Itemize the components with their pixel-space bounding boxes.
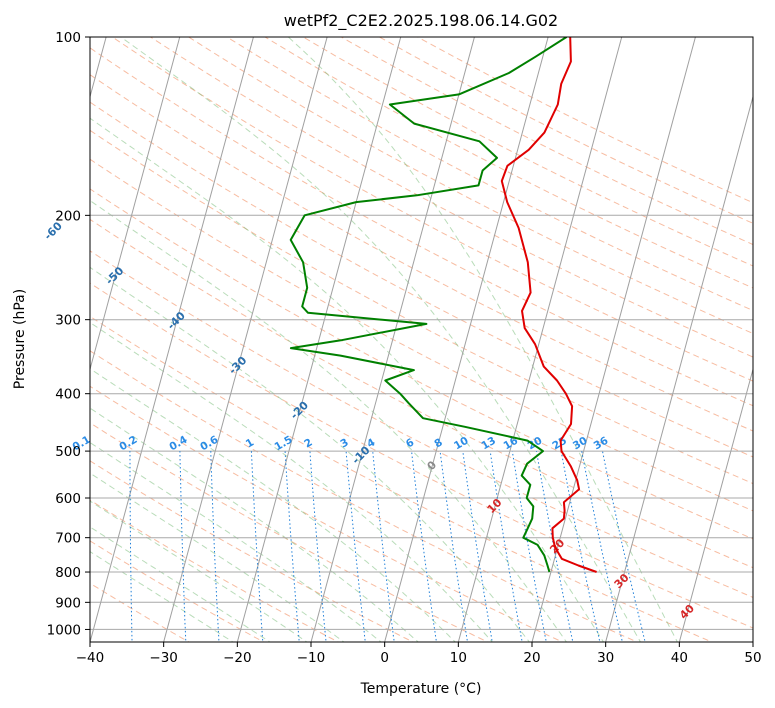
x-tick-label: −10 bbox=[297, 650, 326, 666]
x-tick-label: 10 bbox=[450, 650, 467, 666]
isotherm bbox=[236, 37, 402, 642]
dry-adiabat bbox=[90, 47, 753, 407]
mixing-ratio-line bbox=[129, 451, 133, 642]
isotherm bbox=[163, 37, 328, 642]
isotherm bbox=[678, 367, 753, 642]
mixing-ratio-line bbox=[560, 451, 601, 642]
mixing-ratio-line bbox=[179, 451, 187, 642]
mixing-ratio-line bbox=[462, 451, 493, 642]
isotherm-label: -70 bbox=[0, 174, 4, 197]
mixing-ratio-line bbox=[511, 451, 547, 642]
mixing-ratio-line bbox=[489, 451, 523, 642]
isotherm bbox=[310, 37, 475, 642]
y-tick-label: 200 bbox=[55, 208, 81, 224]
isotherm bbox=[457, 37, 623, 642]
mixing-ratio-line bbox=[581, 451, 623, 642]
dewpoint-line bbox=[289, 37, 568, 573]
profile-series bbox=[289, 37, 597, 573]
dry-adiabat bbox=[112, 37, 753, 382]
y-tick-label: 900 bbox=[55, 595, 81, 611]
y-tick-label: 500 bbox=[55, 444, 81, 460]
x-tick-label: −20 bbox=[223, 650, 252, 666]
isotherm bbox=[752, 640, 753, 642]
dry-adiabat bbox=[90, 129, 753, 485]
isotherm bbox=[90, 37, 181, 372]
plot-frame bbox=[89, 36, 754, 643]
mixing-ratio-line bbox=[602, 451, 646, 642]
y-tick-label: 1000 bbox=[47, 622, 81, 638]
y-tick-label: 700 bbox=[55, 531, 81, 547]
moist-adiabat bbox=[90, 441, 382, 642]
dry-adiabat bbox=[90, 282, 753, 629]
y-tick-label: 400 bbox=[55, 387, 81, 403]
dry-adiabat bbox=[188, 37, 753, 335]
y-axis: 100 200 300 400 500 600 700 800 900 1000 bbox=[47, 30, 90, 638]
chart-title: wetPf2_C2E2.2025.198.06.14.G02 bbox=[284, 11, 558, 31]
y-tick-label: 800 bbox=[55, 565, 81, 581]
mixing-ratio-line bbox=[536, 451, 574, 642]
mixing-ratio-line bbox=[82, 451, 83, 644]
y-axis-label: Pressure (hPa) bbox=[12, 289, 28, 389]
x-tick-label: −30 bbox=[149, 650, 178, 666]
moist-adiabat bbox=[120, 37, 642, 642]
x-axis: −40 −30 −20 −10 0 10 20 30 40 50 bbox=[76, 642, 762, 666]
temperature-line bbox=[500, 37, 597, 573]
dry-adiabat bbox=[90, 250, 753, 598]
x-tick-label: −40 bbox=[76, 650, 105, 666]
dry-adiabat bbox=[90, 158, 753, 512]
dry-adiabat bbox=[90, 218, 753, 569]
dry-adiabat bbox=[226, 37, 753, 312]
y-tick-label: 600 bbox=[55, 491, 81, 507]
isotherm bbox=[384, 37, 549, 642]
plot-background bbox=[90, 37, 753, 642]
x-tick-label: 50 bbox=[744, 650, 761, 666]
y-tick-label: 100 bbox=[55, 30, 81, 46]
x-tick-label: 30 bbox=[597, 650, 614, 666]
x-tick-label: 40 bbox=[671, 650, 688, 666]
moist-adiabat bbox=[287, 37, 678, 642]
dry-adiabat bbox=[90, 385, 564, 642]
isotherm bbox=[90, 37, 254, 642]
x-tick-label: 0 bbox=[380, 650, 389, 666]
mixing-ratio-line bbox=[210, 451, 220, 642]
y-tick-label: 300 bbox=[55, 313, 81, 329]
x-axis-label: Temperature (°C) bbox=[360, 681, 482, 697]
x-tick-label: 20 bbox=[523, 650, 540, 666]
background-lines bbox=[82, 37, 753, 644]
isotherm bbox=[605, 94, 753, 642]
